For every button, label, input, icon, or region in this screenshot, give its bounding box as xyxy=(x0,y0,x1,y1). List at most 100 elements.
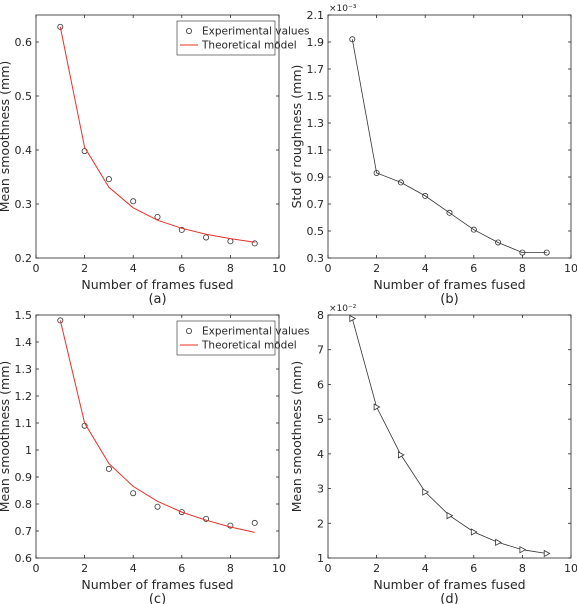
data-point-marker xyxy=(373,403,381,411)
panel-a: 0 2 4 6 8 10 0.2 0.3 0.4 0.5 0.6 Number of frames f… xyxy=(0,14,310,307)
legend-entry-label: Theoretical model xyxy=(201,40,297,52)
y-tick-label: 1.2 xyxy=(15,390,33,403)
x-tick-label: 4 xyxy=(422,262,429,275)
data-point-marker xyxy=(130,198,137,205)
panel-c: 0 2 4 6 8 10 0.6 0.7 0.8 0.9 1 1.1 1.2 1.3 1.4 1.5 Numbe… xyxy=(0,309,310,604)
legend-marker-circle xyxy=(185,27,192,34)
series-line xyxy=(351,318,547,554)
y-axis-label: Mean smoothness (mm) xyxy=(0,361,12,513)
data-point-marker xyxy=(154,213,161,220)
x-tick-label: 6 xyxy=(470,262,477,275)
y-tick-label: 1.1 xyxy=(307,144,325,157)
data-point-marker xyxy=(203,234,210,241)
y-axis-label: Std of roughness (mm) xyxy=(289,65,304,209)
x-tick-label: 0 xyxy=(33,262,40,275)
legend-entry-label: Experimental values xyxy=(202,26,310,38)
y-tick-label: 0.5 xyxy=(307,225,325,238)
x-tick-label: 8 xyxy=(519,262,526,275)
data-point-marker xyxy=(251,519,258,526)
y-tick-label: 0.8 xyxy=(15,498,33,511)
data-point-marker xyxy=(57,317,64,324)
data-point-marker xyxy=(422,488,430,496)
y-tick-label: 1.1 xyxy=(15,417,33,430)
panel-label: (b) xyxy=(440,292,458,307)
data-point-marker xyxy=(543,249,550,256)
y-tick-label: 0.3 xyxy=(15,198,33,211)
x-tick-label: 6 xyxy=(178,562,185,575)
y-tick-label: 2 xyxy=(317,517,324,530)
data-point-marker xyxy=(519,249,526,256)
legend-entry-label: Theoretical model xyxy=(201,340,297,352)
series-line xyxy=(351,39,547,254)
x-tick-label: 4 xyxy=(130,262,137,275)
y-tick-label: 1.5 xyxy=(307,90,325,103)
y-tick-label: 5 xyxy=(317,413,324,426)
y-axis-label: Mean smoothness (mm) xyxy=(289,361,304,513)
y-tick-label: 0.3 xyxy=(307,252,325,265)
data-point-marker xyxy=(105,465,112,472)
x-tick-label: 0 xyxy=(33,562,40,575)
y-tick-label: 1.9 xyxy=(307,36,325,49)
x-tick-label: 0 xyxy=(325,262,332,275)
y-tick-label: 3 xyxy=(317,483,324,496)
y-tick-label: 1.3 xyxy=(15,363,33,376)
y-tick-label: 1 xyxy=(25,444,32,457)
data-point-marker xyxy=(57,23,64,30)
data-point-marker xyxy=(130,490,137,497)
x-axis-label: Number of frames fused xyxy=(81,277,233,292)
data-point-marker xyxy=(519,545,527,554)
y-tick-label: 1.4 xyxy=(15,336,33,349)
panel-label: (a) xyxy=(148,292,166,307)
legend-box xyxy=(176,20,276,56)
x-tick-label: 8 xyxy=(519,562,526,575)
y-tick-label: 0.7 xyxy=(15,525,33,538)
axes-box xyxy=(35,314,280,559)
y-tick-label: 2.1 xyxy=(307,9,325,22)
y-tick-label: 0.7 xyxy=(307,198,325,211)
data-point-marker xyxy=(349,314,357,323)
data-point-marker xyxy=(227,238,234,245)
x-tick-label: 10 xyxy=(564,262,577,275)
data-point-marker xyxy=(397,451,405,459)
legend-entry-label: Experimental values xyxy=(202,326,310,338)
data-point-marker xyxy=(543,549,551,558)
y-tick-label: 1.7 xyxy=(307,63,325,76)
panel-label: (c) xyxy=(149,592,166,604)
panel-label: (d) xyxy=(440,592,458,604)
data-point-marker xyxy=(178,226,185,233)
y-tick-label: 7 xyxy=(317,344,324,357)
y-exponent-label: ×10⁻³ xyxy=(329,4,357,14)
data-point-marker xyxy=(154,503,161,510)
x-tick-label: 8 xyxy=(227,562,234,575)
y-tick-label: 1.3 xyxy=(307,117,325,130)
x-axis-label: Number of frames fused xyxy=(81,577,233,592)
x-tick-label: 8 xyxy=(227,262,234,275)
axes-box xyxy=(35,14,280,259)
x-axis-label: Number of frames fused xyxy=(373,577,525,592)
data-point-marker xyxy=(470,226,477,233)
x-tick-label: 4 xyxy=(130,562,137,575)
data-point-marker xyxy=(446,209,453,216)
data-point-marker xyxy=(422,192,429,199)
axes-box xyxy=(327,314,572,559)
y-tick-label: 0.2 xyxy=(15,252,33,265)
data-point-marker xyxy=(105,176,112,183)
y-tick-label: 1 xyxy=(317,552,324,565)
data-point-marker xyxy=(251,240,258,247)
legend: Experimental values Theoretical model xyxy=(176,320,310,356)
legend-box xyxy=(176,320,276,356)
x-tick-label: 6 xyxy=(470,562,477,575)
y-tick-label: 1.5 xyxy=(15,309,33,322)
y-exponent-label: ×10⁻² xyxy=(329,304,357,314)
legend: Experimental values Theoretical model xyxy=(176,20,310,56)
x-axis-label: Number of frames fused xyxy=(373,277,525,292)
x-tick-label: 2 xyxy=(373,562,380,575)
theoretical-model-line xyxy=(59,320,255,533)
y-tick-label: 0.5 xyxy=(15,90,33,103)
y-tick-label: 0.9 xyxy=(15,471,33,484)
y-tick-label: 0.6 xyxy=(15,552,33,565)
y-tick-label: 0.6 xyxy=(15,36,33,49)
x-tick-label: 4 xyxy=(422,562,429,575)
data-point-marker xyxy=(397,179,404,186)
